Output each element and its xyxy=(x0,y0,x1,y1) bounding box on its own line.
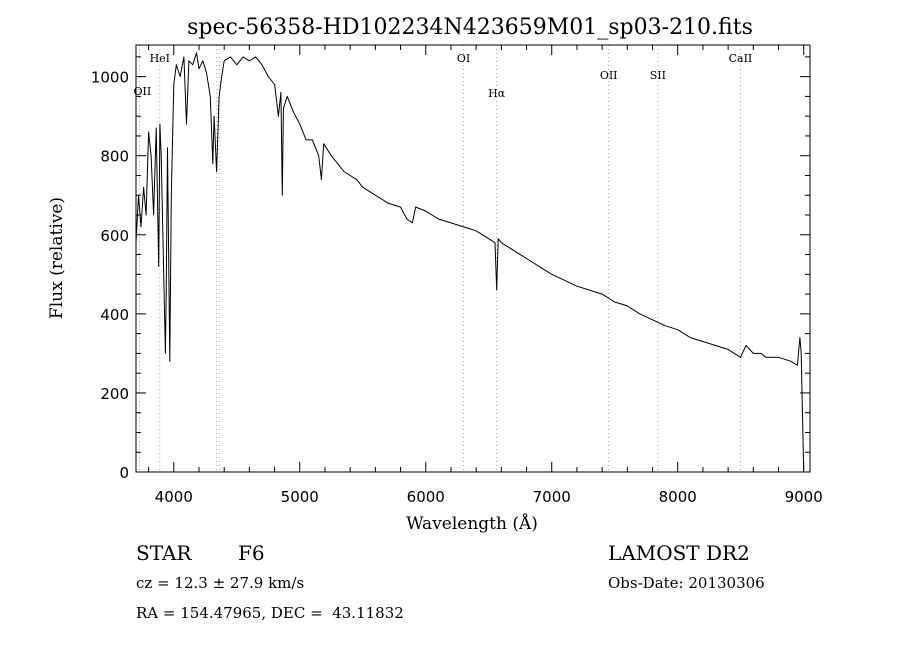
spectral-line-label: SII xyxy=(650,69,666,82)
redshift-info: cz = 12.3 ± 27.9 km/s xyxy=(136,574,305,592)
plot-frame xyxy=(135,44,811,473)
x-tick-label: 5000 xyxy=(281,488,319,506)
x-tick-label: 9000 xyxy=(785,488,823,506)
y-tick-label: 600 xyxy=(100,227,129,245)
chart-title: spec-56358-HD102234N423659M01_sp03-210.f… xyxy=(187,15,753,40)
y-axis-label: Flux (relative) xyxy=(47,197,67,319)
spectrum-series xyxy=(135,52,805,473)
y-tick-label: 400 xyxy=(100,306,129,324)
y-tick-label: 1000 xyxy=(91,69,129,87)
spectral-line-label: OII xyxy=(600,69,618,82)
object-subclass: F6 xyxy=(238,541,265,565)
spectral-line-label: OI xyxy=(457,52,470,65)
y-tick-label: 200 xyxy=(100,385,129,403)
x-tick-label: 7000 xyxy=(533,488,571,506)
obs-date: Obs-Date: 20130306 xyxy=(608,574,765,592)
x-tick-label: 8000 xyxy=(659,488,697,506)
coordinates: RA = 154.47965, DEC = 43.11832 xyxy=(136,604,404,622)
survey-name: LAMOST DR2 xyxy=(608,541,750,565)
spectral-line-label: CaII xyxy=(729,52,753,65)
spectral-line-label: HeI xyxy=(150,52,170,65)
spectral-line-label: OII xyxy=(134,85,152,98)
x-axis-label: Wavelength (Å) xyxy=(406,513,538,534)
x-tick-label: 4000 xyxy=(155,488,193,506)
spectral-line-label: Hα xyxy=(488,87,506,100)
x-tick-label: 6000 xyxy=(407,488,445,506)
y-tick-label: 0 xyxy=(119,464,129,482)
y-tick-label: 800 xyxy=(100,148,129,166)
object-class: STAR xyxy=(136,541,192,565)
